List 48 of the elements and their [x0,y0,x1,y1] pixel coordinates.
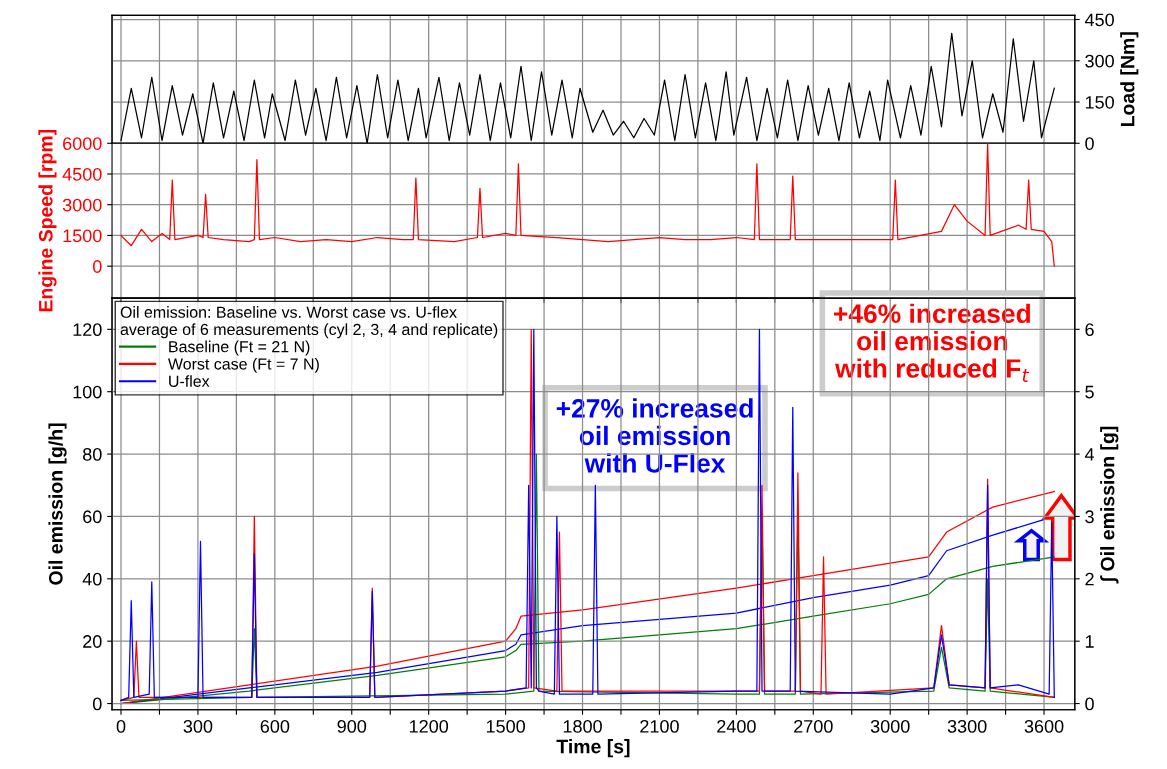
y-tick-label: 4500 [62,167,102,181]
x-tick-label: 3600 [1024,719,1064,733]
y-tick-label: 60 [83,510,102,524]
x-tick-label: 3300 [947,719,987,733]
y2-tick-label: 0 [1085,697,1094,711]
x-tick-label: 2700 [794,719,833,733]
annotation: +27% increased oil emission with U-Flex [556,398,753,473]
x-tick-label: 1500 [486,719,525,733]
legend-label: Baseline (Ft = 21 N) [169,340,310,356]
x-tick-label: 2100 [640,719,679,733]
x-tick-label: 1800 [563,719,602,733]
y2-tick-label: 3 [1085,510,1094,524]
x-tick-label: 0 [116,719,126,733]
y-axis-title: Engine Speed [rpm] [38,129,57,312]
y2-tick-label: 450 [1084,13,1114,27]
x-tick-label: 300 [183,719,213,733]
legend-label: Worst case (Ft = 7 N) [168,357,319,373]
y2-tick-label: 1 [1085,635,1094,648]
y2-tick-label: 2 [1085,572,1094,586]
x-tick-label: 2400 [717,719,756,733]
legend-label: U-flex [169,375,210,387]
x-tick-label: 3000 [870,719,910,733]
x-tick-label: 1200 [409,719,449,733]
y2-tick-label: 300 [1085,54,1114,68]
y2-axis-title: Load [Nm] [1120,32,1139,127]
y2-tick-label: 5 [1085,385,1094,399]
x-tick-label: 600 [260,719,290,733]
y-tick-label: 0 [92,697,102,711]
y-tick-label: 0 [92,260,102,273]
y-tick-label: 6000 [63,137,102,150]
x-axis-title: Time [s] [556,739,630,758]
y-tick-label: 120 [73,323,102,337]
y2-tick-label: 6 [1085,323,1094,337]
y2-axis-title: ∫ Oil emission [g] [1100,426,1119,584]
y-tick-label: 3000 [62,198,102,212]
y-tick-label: 20 [83,635,102,648]
annotation: +46% increased oil emission with reduced F$_{t}$ [834,303,1030,382]
y-axis-title: Oil emission [g/h] [48,423,67,585]
legend-title: Oil emission: Baseline vs. Worst case vs. U-flex average of 6 measurements (cyl 2, 3, 4 and replicate) [120,306,498,339]
y2-tick-label: 0 [1085,137,1094,150]
line-series [120,143,1055,267]
y-tick-label: 40 [82,572,102,586]
y-tick-label: 80 [83,448,102,461]
y2-tick-label: 4 [1084,448,1095,461]
y-tick-label: 100 [73,385,102,399]
y2-tick-label: 150 [1085,95,1114,109]
x-tick-label: 900 [337,719,367,733]
y-tick-label: 1500 [63,229,102,243]
